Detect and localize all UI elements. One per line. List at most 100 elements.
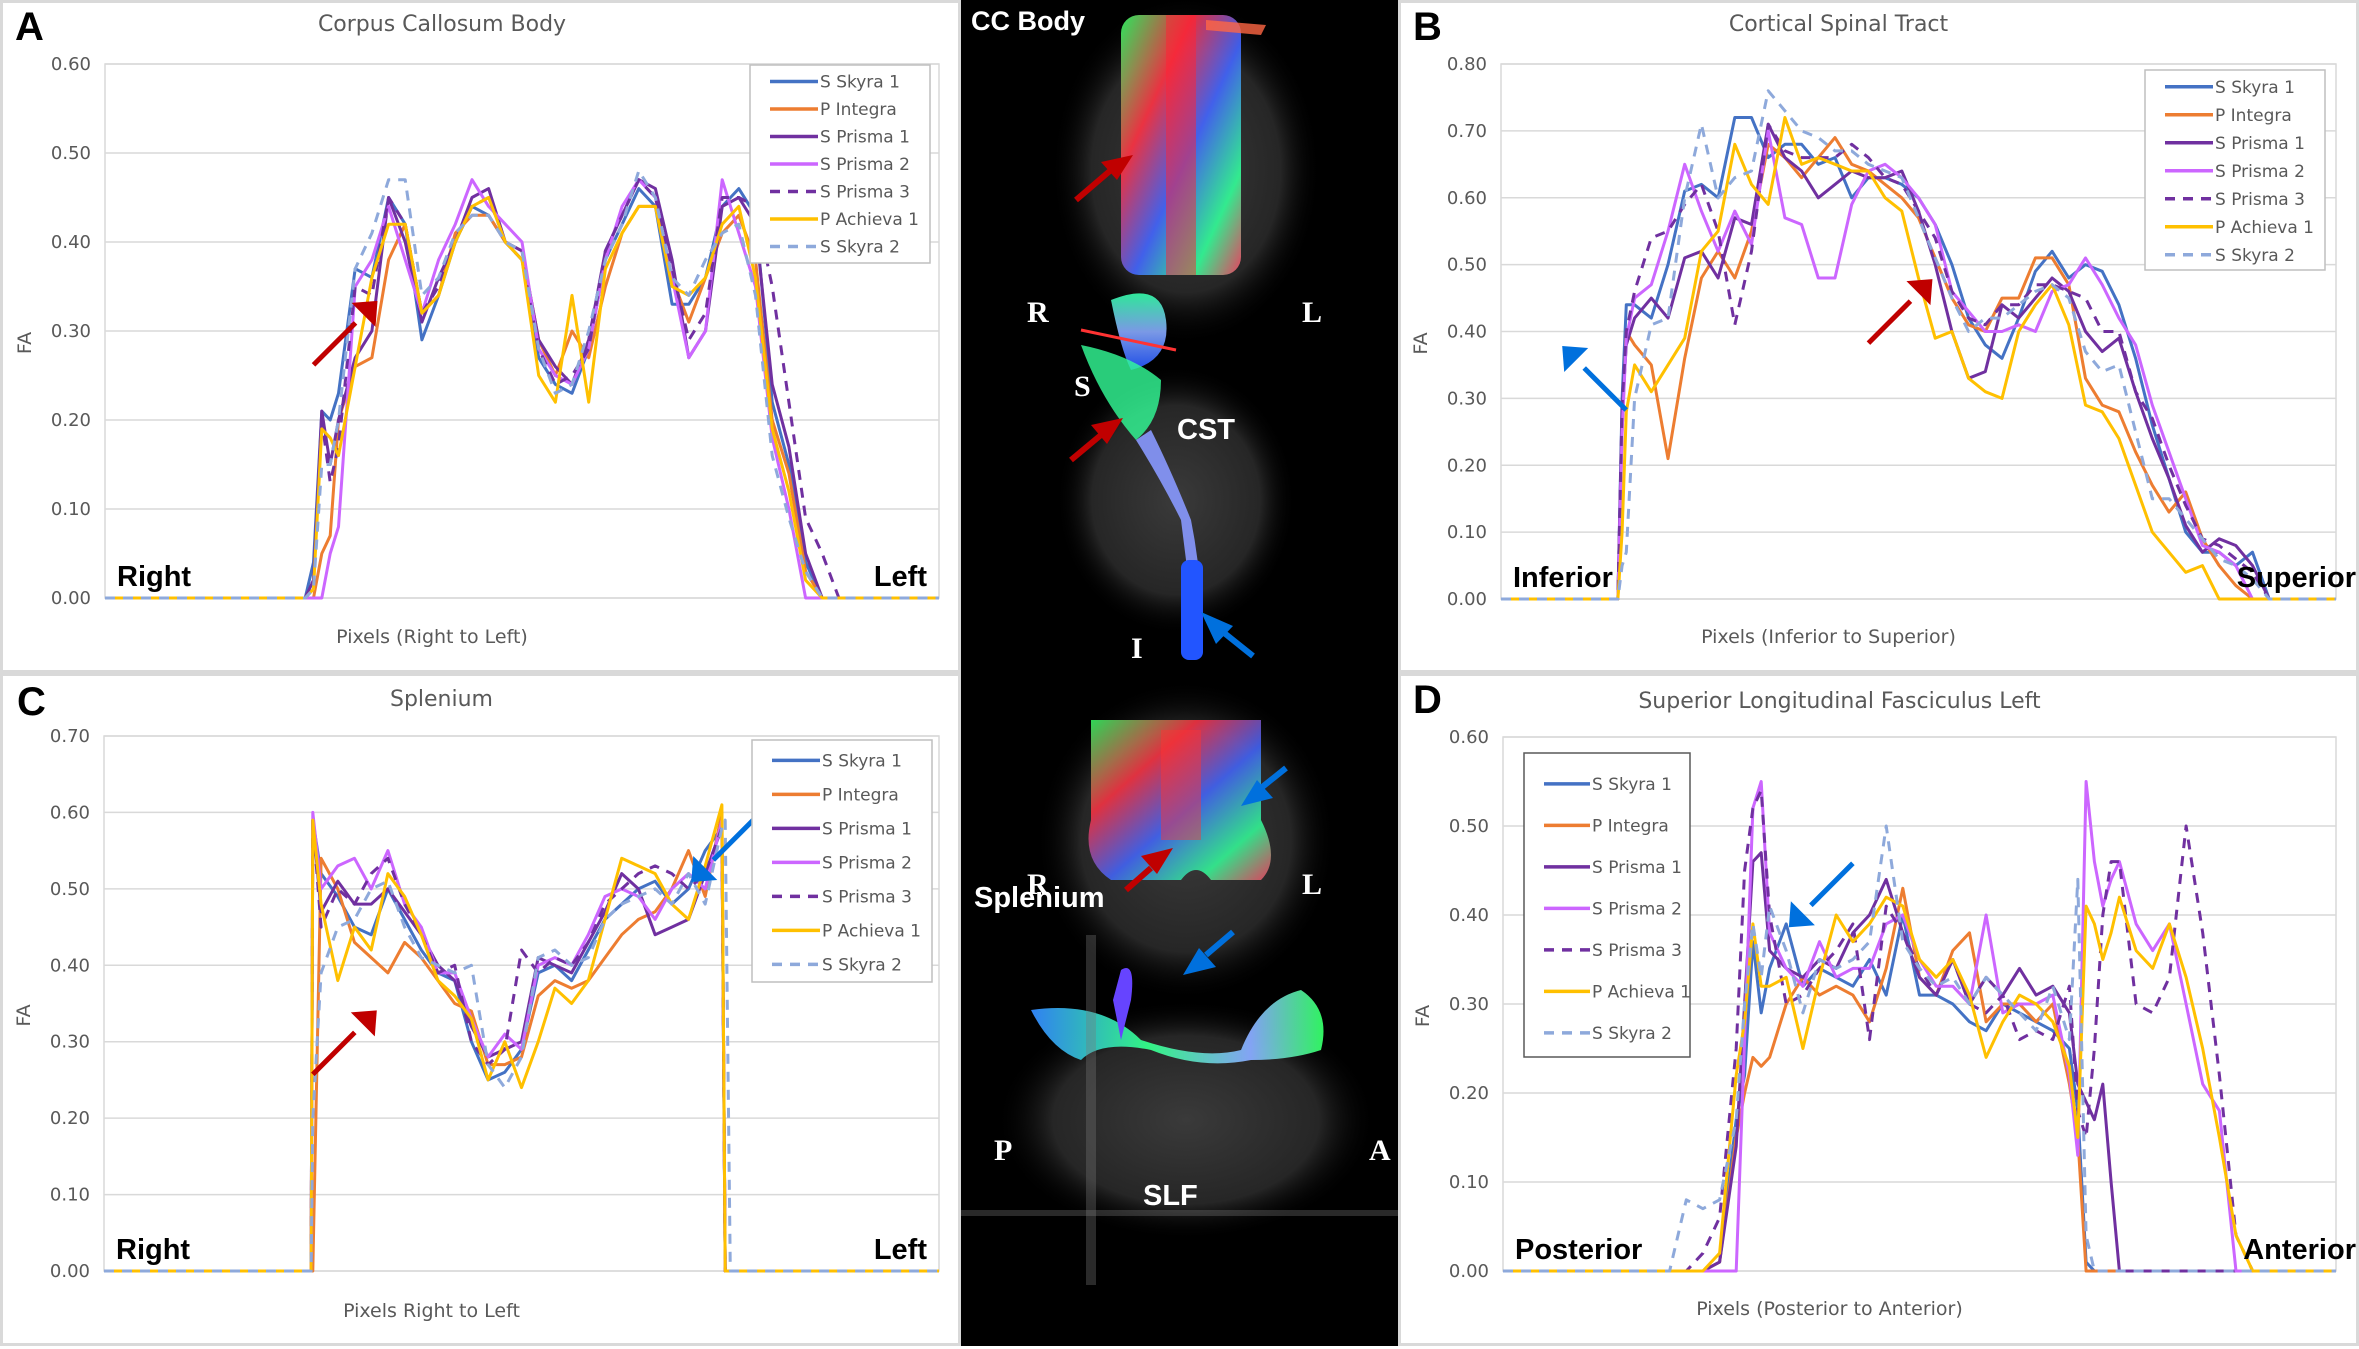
y-tick-label: 0.40 — [51, 232, 91, 253]
y-tick-label: 0.30 — [1449, 994, 1489, 1015]
series-line-s-skyra-2 — [105, 169, 939, 600]
arrow-head — [691, 856, 718, 882]
red-arrow — [1069, 418, 1123, 463]
x-axis-label: Pixels (Right to Left) — [336, 626, 528, 648]
arrow-shaft — [1582, 366, 1628, 412]
cst-image — [1056, 293, 1296, 660]
legend-item-label: S Skyra 1 — [2215, 78, 2295, 98]
y-tick-label: 0.10 — [1447, 522, 1487, 543]
panel-c-splenium: C Splenium 0.00 0.10 0.20 0.30 0.40 0.50 0.60 0.… — [0, 673, 961, 1346]
cc-body-right-label: R — [1027, 296, 1049, 329]
blue-arrow — [1241, 765, 1288, 806]
red-arrow — [311, 1010, 377, 1077]
y-tick-label: 0.60 — [1449, 727, 1489, 748]
red-arrow — [1124, 848, 1173, 893]
panel-letter: D — [1413, 678, 1442, 722]
legend: S Skyra 1 P Integra S Prisma 1 S Prisma 2 S … — [749, 64, 931, 264]
y-tick-label: 0.20 — [50, 1108, 90, 1129]
legend-item-label: P Integra — [822, 785, 899, 805]
y-tick-label: 0.40 — [1447, 322, 1487, 343]
chart-d: Superior Longitudinal Fasciculus Left 0.0… — [1412, 689, 2356, 1320]
y-tick-label: 0.60 — [50, 802, 90, 823]
side-label-right: Anterior — [2243, 1234, 2356, 1266]
arrow-shaft — [311, 321, 358, 367]
y-tick-label: 0.30 — [51, 321, 91, 342]
legend-item-label: P Integra — [2215, 106, 2292, 126]
slf-posterior-label: P — [994, 1134, 1013, 1167]
tractography-canvas — [961, 0, 1398, 1285]
slf-label: SLF — [1143, 1180, 1198, 1212]
blue-arrow — [1788, 861, 1855, 928]
legend-item-label: S Prisma 3 — [820, 183, 910, 203]
y-tick-label: 0.70 — [50, 726, 90, 747]
y-axis-label: FA — [13, 1004, 35, 1026]
y-tick-label: 0.50 — [1447, 255, 1487, 276]
y-tick-label: 0.10 — [51, 499, 91, 520]
arrow-head — [351, 300, 378, 327]
x-axis-label: Pixels Right to Left — [343, 1300, 520, 1322]
side-label-left: Posterior — [1515, 1234, 1642, 1266]
chart-title: Superior Longitudinal Fasciculus Left — [1638, 689, 2041, 714]
cst-superior-label: S — [1074, 370, 1091, 403]
y-tick-label: 0.50 — [1449, 816, 1489, 837]
cc-body-left-label: L — [1302, 296, 1323, 329]
side-label-right: Left — [874, 1234, 928, 1266]
side-label-left: Right — [117, 561, 191, 593]
chart-title: Cortical Spinal Tract — [1729, 12, 1949, 37]
panel-d-superior-longitudinal-fasciculus: D Superior Longitudinal Fasciculus Left 0… — [1398, 673, 2359, 1346]
blue-arrow — [1183, 929, 1235, 975]
y-tick-label: 0.30 — [50, 1032, 90, 1053]
legend-item-label: S Prisma 1 — [820, 128, 910, 148]
x-axis-label: Pixels (Posterior to Anterior) — [1696, 1298, 1963, 1320]
y-tick-label: 0.20 — [1447, 455, 1487, 476]
legend-item-label: P Achieva 1 — [2215, 218, 2314, 238]
arrow-head — [1562, 346, 1589, 372]
legend-box — [1523, 752, 1691, 1058]
y-tick-label: 0.30 — [1447, 388, 1487, 409]
y-tick-label: 0.10 — [1449, 1172, 1489, 1193]
panel-letter: A — [15, 5, 44, 49]
plot-area — [1500, 63, 2337, 600]
plot-area — [103, 735, 940, 1272]
side-label-right: Left — [874, 561, 928, 593]
side-label-left: Inferior — [1513, 562, 1613, 594]
legend-item-label: S Skyra 1 — [822, 751, 902, 771]
legend-item-label: S Prisma 2 — [1592, 899, 1682, 919]
panel-letter: C — [17, 680, 46, 724]
y-tick-label: 0.50 — [50, 879, 90, 900]
legend-item-label: S Prisma 1 — [1592, 858, 1682, 878]
y-tick-label: 0.50 — [51, 143, 91, 164]
y-tick-label: 0.00 — [1447, 589, 1487, 610]
chart-title: Splenium — [390, 687, 493, 712]
cst-inferior-label: I — [1131, 632, 1143, 665]
legend: S Skyra 1 P Integra S Prisma 1 S Prisma 2 S … — [751, 739, 933, 983]
y-tick-label: 0.20 — [1449, 1083, 1489, 1104]
y-axis-label: FA — [1412, 1005, 1434, 1027]
legend-item-label: P Integra — [820, 100, 897, 120]
legend-item-label: S Prisma 2 — [822, 853, 912, 873]
y-tick-label: 0.00 — [51, 588, 91, 609]
y-tick-label: 0.00 — [50, 1261, 90, 1282]
y-axis-label: FA — [14, 332, 36, 354]
legend-item-label: S Skyra 1 — [1592, 775, 1672, 795]
blue-arrow — [691, 816, 758, 882]
splenium-right-label: R — [1027, 868, 1049, 901]
chart-c: Splenium 0.00 0.10 0.20 0.30 0.40 0.50 0.60 0.70… — [13, 687, 940, 1322]
y-tick-label: 0.00 — [1449, 1261, 1489, 1282]
legend-item-label: P Achieva 1 — [822, 921, 921, 941]
legend-item-label: S Skyra 2 — [2215, 246, 2295, 266]
legend-item-label: S Prisma 2 — [2215, 162, 2305, 182]
legend: S Skyra 1 P Integra S Prisma 1 S Prisma 2 S … — [2144, 69, 2326, 271]
splenium-left-label: L — [1302, 868, 1323, 901]
series-line-s-prisma-2 — [104, 810, 939, 1273]
tractography-images: CC Body R L S CST I Splenium R L P A SLF — [961, 0, 1398, 1346]
slf-anterior-label: A — [1369, 1134, 1391, 1167]
blue-arrow — [1562, 346, 1628, 412]
cst-label: CST — [1177, 414, 1235, 446]
panel-a-corpus-callosum-body: A Corpus Callosum Body 0.00 0.10 0.20 0.30 0.… — [0, 0, 961, 673]
legend-item-label: S Skyra 2 — [822, 955, 902, 975]
y-tick-label: 0.40 — [50, 955, 90, 976]
arrow-head — [350, 1010, 377, 1037]
arrow-shaft — [1809, 861, 1855, 908]
series-line-s-prisma-3 — [1503, 788, 2336, 1273]
